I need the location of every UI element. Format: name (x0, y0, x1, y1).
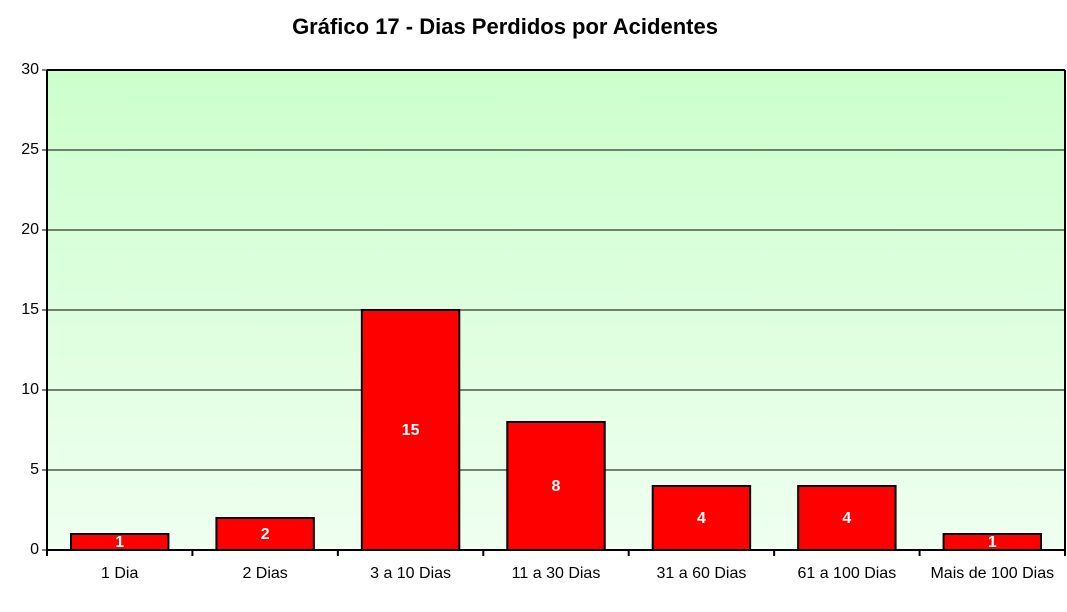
x-tick-label: 61 a 100 Dias (797, 565, 897, 582)
bar (942, 533, 1043, 551)
data-label: 1 (988, 534, 997, 551)
y-tick-label: 25 (21, 141, 39, 158)
x-tick-label: 1 Dia (101, 565, 139, 582)
x-tick-label: 31 a 60 Dias (656, 565, 747, 582)
data-label: 2 (261, 526, 270, 543)
y-tick-label: 20 (21, 221, 39, 238)
y-tick-label: 0 (30, 541, 39, 558)
bar (215, 517, 315, 551)
chart-title: Gráfico 17 - Dias Perdidos por Acidentes (292, 14, 718, 39)
y-tick-label: 15 (21, 301, 39, 318)
x-tick-label: 11 a 30 Dias (511, 565, 601, 582)
bar (651, 485, 752, 551)
data-label: 15 (402, 422, 420, 439)
bar (360, 309, 461, 551)
bar (506, 421, 606, 551)
x-tick-label: 2 Dias (242, 565, 288, 582)
y-tick-label: 30 (21, 61, 39, 78)
y-tick-label: 5 (30, 461, 39, 478)
data-label: 8 (552, 478, 561, 495)
data-label: 4 (697, 510, 706, 527)
x-tick-label: Mais de 100 Dias (930, 565, 1055, 582)
data-label: 4 (842, 510, 851, 527)
x-tick-label: 3 a 10 Dias (370, 565, 452, 582)
bar (69, 533, 170, 551)
data-label: 1 (115, 534, 124, 551)
bar (797, 485, 897, 551)
y-tick-label: 10 (21, 381, 39, 398)
